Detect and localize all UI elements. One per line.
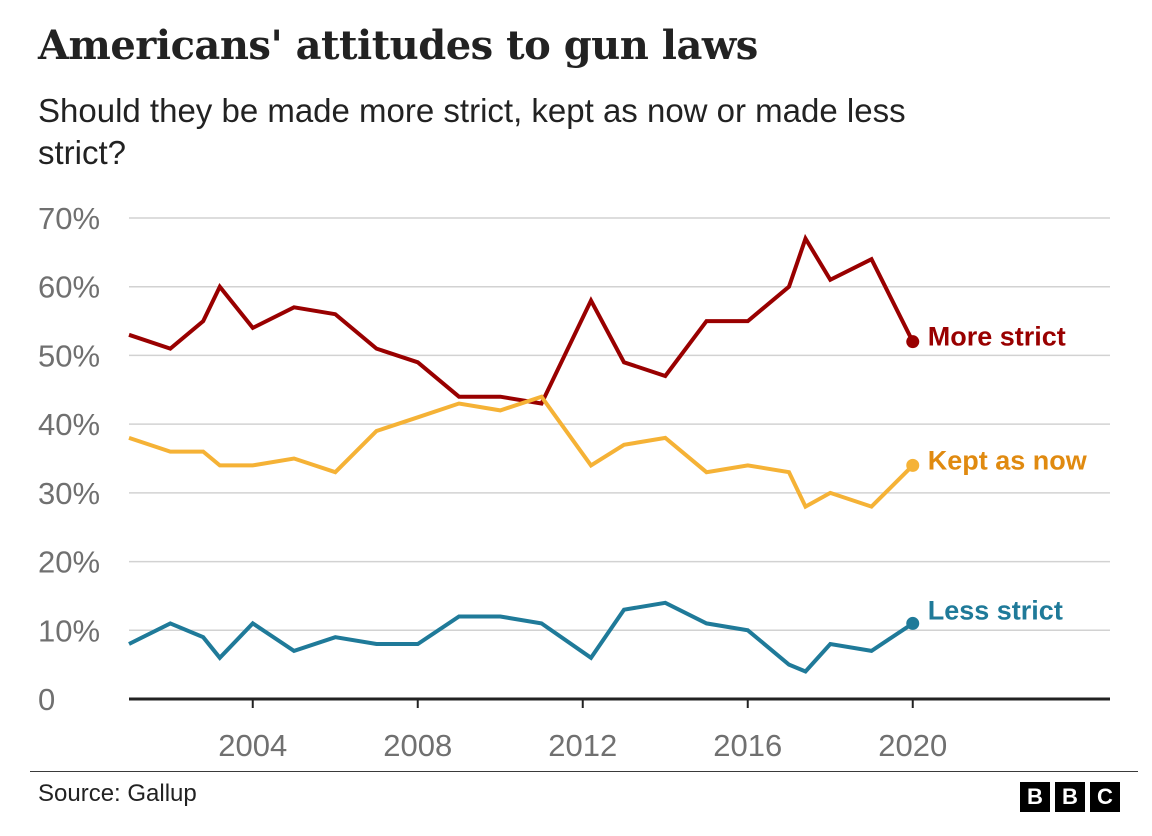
series-label-more-strict: More strict	[928, 322, 1066, 352]
series-end-point-less-strict	[906, 616, 920, 630]
x-tick-label: 2020	[878, 728, 947, 763]
series-line-more-strict	[128, 233, 915, 406]
x-tick-label: 2016	[713, 728, 782, 763]
chart-subtitle: Should they be made more strict, kept as…	[38, 92, 906, 171]
series-label-less-strict: Less strict	[928, 595, 1063, 625]
bbc-logo: B B C	[1020, 782, 1120, 812]
series-line-kept-as-now	[128, 394, 915, 510]
y-tick-label: 0	[38, 682, 55, 717]
logo-letter: C	[1090, 782, 1120, 812]
y-tick-label: 70%	[38, 201, 100, 236]
logo-letter: B	[1020, 782, 1050, 812]
x-tick-label: 2012	[548, 728, 617, 763]
x-tick-label: 2008	[383, 728, 452, 763]
x-tick-label: 2004	[218, 728, 287, 763]
series-end-point-more-strict	[906, 335, 920, 349]
chart-title: Americans' attitudes to gun laws	[38, 22, 758, 69]
y-tick-label: 10%	[38, 613, 100, 648]
series-label-kept-as-now: Kept as now	[928, 445, 1088, 475]
series-line-less-strict	[128, 600, 914, 674]
y-tick-label: 50%	[38, 338, 100, 373]
series-end-point-kept-as-now	[906, 458, 920, 472]
logo-letter: B	[1055, 782, 1085, 812]
y-tick-label: 40%	[38, 407, 100, 442]
footer-divider	[30, 771, 1138, 772]
y-tick-label: 20%	[38, 545, 100, 580]
y-tick-label: 30%	[38, 476, 100, 511]
y-tick-label: 60%	[38, 270, 100, 305]
source-note: Source: Gallup	[38, 780, 197, 807]
